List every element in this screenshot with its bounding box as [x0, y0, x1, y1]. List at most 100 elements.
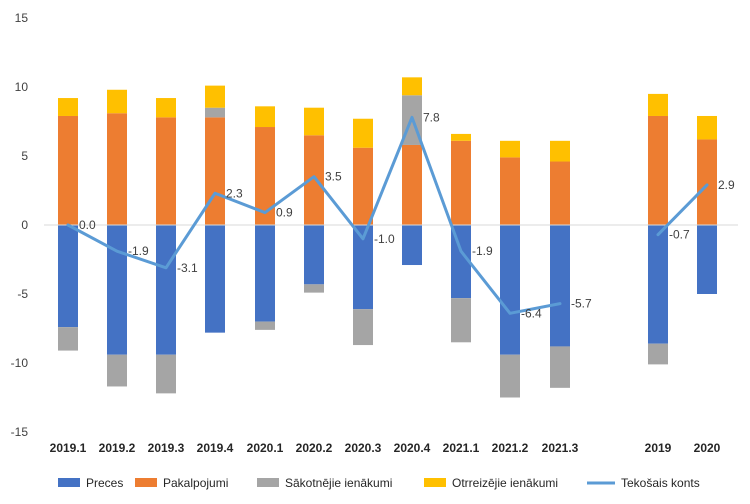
bar-s-kotn-jie-ien-kumi-2021-2: [500, 354, 520, 398]
bar-otrreiz-jie-ien-kumi-2021-2: [500, 140, 520, 158]
bar-s-kotn-jie-ien-kumi-2020-2: [304, 284, 324, 293]
legend-swatch-s-kotn-jie-ien-kumi: [257, 478, 279, 487]
data-label-2021-2: -6.4: [521, 306, 542, 320]
bar-preces-2019-1: [58, 225, 78, 328]
bar-preces-2019-2: [107, 225, 127, 355]
y-tick-label: -15: [11, 425, 29, 439]
legend-label-teko-ais-konts: Tekošais konts: [621, 476, 700, 490]
legend-label-preces: Preces: [86, 476, 123, 490]
bar-s-kotn-jie-ien-kumi-2019-2: [107, 354, 127, 387]
x-tick-label: 2021.2: [492, 441, 529, 455]
bar-s-kotn-jie-ien-kumi-2019-1: [58, 327, 78, 351]
bar-preces-2020: [697, 225, 717, 294]
data-label-2020-3: -1.0: [374, 232, 395, 246]
data-label-2019-1: 0.0: [79, 218, 96, 232]
bar-pakalpojumi-2019-3: [156, 117, 176, 225]
bar-preces-2019-3: [156, 225, 176, 355]
x-axis: 2019.1 2019.2 2019.3 2019.4 2020.1 2020.2 2020…: [50, 441, 721, 455]
bar-pakalpojumi-2019-4: [205, 117, 225, 225]
bar-otrreiz-jie-ien-kumi-2019-2: [107, 89, 127, 114]
bar-otrreiz-jie-ien-kumi-2019-3: [156, 98, 176, 118]
legend: Preces Pakalpojumi Sākotnējie ienākumi Otrr…: [58, 476, 700, 490]
data-label-2019: -0.7: [669, 228, 690, 242]
data-label-2020-4: 7.8: [423, 110, 440, 124]
x-tick-label: 2019.3: [148, 441, 185, 455]
bar-otrreiz-jie-ien-kumi-2020-1: [255, 106, 275, 128]
x-tick-label: 2020.3: [345, 441, 382, 455]
y-tick-label: -10: [11, 356, 29, 370]
y-tick-label: 10: [15, 80, 29, 94]
data-label-2019-2: -1.9: [128, 244, 149, 258]
bar-preces-2019-4: [205, 225, 225, 333]
legend-swatch-preces: [58, 478, 80, 487]
x-tick-label: 2021.1: [443, 441, 480, 455]
legend-label-otrreiz-jie-ien-kumi: Otrreizējie ienākumi: [452, 476, 558, 490]
bar-pakalpojumi-2019-1: [58, 115, 78, 225]
x-tick-label: 2019.1: [50, 441, 87, 455]
y-tick-label: -5: [17, 287, 28, 301]
bar-s-kotn-jie-ien-kumi-2021-1: [451, 298, 471, 343]
y-tick-label: 5: [21, 149, 28, 163]
bar-preces-2020-3: [353, 225, 373, 310]
bar-otrreiz-jie-ien-kumi-2020-4: [402, 77, 422, 96]
bar-otrreiz-jie-ien-kumi-2020: [697, 115, 717, 140]
data-label-2020: 2.9: [718, 178, 735, 192]
data-label-2020-2: 3.5: [325, 170, 342, 184]
bar-otrreiz-jie-ien-kumi-2019-4: [205, 85, 225, 108]
bar-preces-2020-4: [402, 225, 422, 266]
x-tick-label: 2019.4: [197, 441, 234, 455]
bar-otrreiz-jie-ien-kumi-2020-2: [304, 107, 324, 136]
line-segment-1: [66, 115, 562, 315]
x-tick-label: 2020.2: [296, 441, 333, 455]
data-label-2019-4: 2.3: [226, 186, 243, 200]
data-label-2020-1: 0.9: [276, 206, 293, 220]
bar-pakalpojumi-2019-2: [107, 113, 127, 225]
legend-swatch-otrreiz-jie-ien-kumi: [424, 478, 446, 487]
data-label-2021-3: -5.7: [571, 297, 592, 311]
bar-otrreiz-jie-ien-kumi-2019: [648, 93, 668, 116]
bar-preces-2021-3: [550, 225, 570, 347]
bar-otrreiz-jie-ien-kumi-2021-1: [451, 133, 471, 141]
bar-s-kotn-jie-ien-kumi-2020-1: [255, 321, 275, 330]
bar-otrreiz-jie-ien-kumi-2019-1: [58, 98, 78, 116]
bar-pakalpojumi-2020-2: [304, 135, 324, 225]
y-tick-label: 0: [21, 218, 28, 232]
data-label-2021-1: -1.9: [472, 244, 493, 258]
x-tick-label: 2019.2: [99, 441, 136, 455]
bar-preces-2020-1: [255, 225, 275, 322]
y-axis: 15 10 5 0 -5 -10 -15: [11, 11, 29, 439]
bar-s-kotn-jie-ien-kumi-2019-3: [156, 354, 176, 394]
line-segment-2: [656, 183, 709, 237]
bars: [58, 77, 717, 398]
bar-pakalpojumi-2020-1: [255, 127, 275, 225]
bar-pakalpojumi-2021-1: [451, 140, 471, 225]
bar-otrreiz-jie-ien-kumi-2021-3: [550, 140, 570, 162]
legend-swatch-pakalpojumi: [135, 478, 157, 487]
bar-preces-2019: [648, 225, 668, 344]
bar-s-kotn-jie-ien-kumi-2019: [648, 343, 668, 365]
x-tick-label: 2020.1: [247, 441, 284, 455]
bar-otrreiz-jie-ien-kumi-2020-3: [353, 118, 373, 148]
legend-label-s-kotn-jie-ien-kumi: Sākotnējie ienākumi: [285, 476, 392, 490]
data-label-2019-3: -3.1: [177, 261, 198, 275]
bar-preces-2021-1: [451, 225, 471, 299]
x-tick-label: 2020.4: [394, 441, 431, 455]
bar-s-kotn-jie-ien-kumi-2020-3: [353, 309, 373, 346]
bar-pakalpojumi-2020: [697, 139, 717, 225]
legend-label-pakalpojumi: Pakalpojumi: [163, 476, 228, 490]
bar-preces-2021-2: [500, 225, 520, 355]
bar-pakalpojumi-2020-4: [402, 144, 422, 225]
x-tick-label: 2020: [694, 441, 721, 455]
x-tick-label: 2021.3: [542, 441, 579, 455]
bar-preces-2020-2: [304, 225, 324, 285]
bar-s-kotn-jie-ien-kumi-2021-3: [550, 346, 570, 388]
x-tick-label: 2019: [645, 441, 672, 455]
bar-pakalpojumi-2021-2: [500, 157, 520, 225]
y-tick-label: 15: [15, 11, 29, 25]
current-account-line: 0.0 -1.9 -3.1 2.3 0.9 3.5 -1.0 7.8 -1.9 -6.4 -5.7 -…: [66, 110, 735, 320]
bar-s-kotn-jie-ien-kumi-2019-4: [205, 107, 225, 118]
bar-pakalpojumi-2019: [648, 115, 668, 225]
bar-pakalpojumi-2020-3: [353, 147, 373, 225]
bar-pakalpojumi-2021-3: [550, 161, 570, 225]
